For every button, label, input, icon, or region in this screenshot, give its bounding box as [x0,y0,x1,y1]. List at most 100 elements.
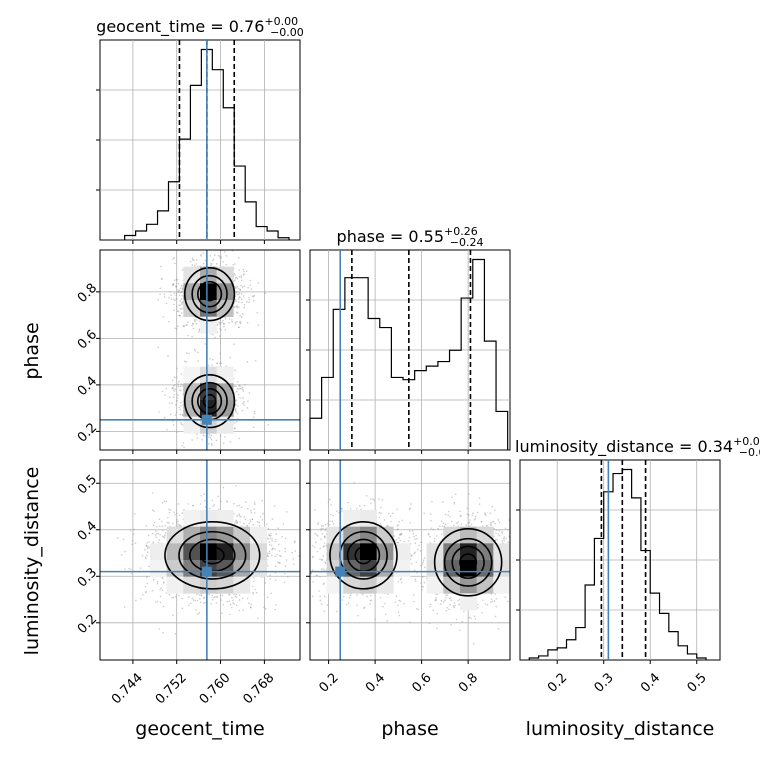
density-phase-vs-geocent-time-sample [217,254,220,257]
density-phase-vs-geocent-time-sample [240,298,243,301]
density-phase-vs-geocent-time-sample [218,256,221,258]
density-luminosity-distance-vs-geocent-time-sample [274,579,277,581]
density-luminosity-distance-vs-geocent-time-contour-1-0 [178,530,247,580]
density-phase-vs-geocent-time-sample [198,328,201,330]
density-phase-vs-geocent-time-sample [216,362,218,365]
density-luminosity-distance-vs-geocent-time-sample [177,520,179,523]
density-phase-vs-geocent-time-sample [174,327,176,330]
density-luminosity-distance-vs-geocent-time-sample [146,547,149,550]
density-phase-vs-geocent-time-sample [238,269,240,272]
density-phase-vs-geocent-time-sample [179,287,182,290]
density-phase-vs-geocent-time-panel: 0.20.40.60.8 [75,249,301,454]
density-luminosity-distance-vs-phase-sample [316,550,319,553]
density-luminosity-distance-vs-geocent-time-sample [268,541,271,544]
density-luminosity-distance-vs-geocent-time-sample [116,537,119,539]
density-phase-vs-geocent-time-sample [237,405,239,407]
density-luminosity-distance-vs-geocent-time-sample [222,486,225,489]
density-luminosity-distance-vs-geocent-time-sample [271,547,274,550]
density-luminosity-distance-vs-phase-sample [513,556,515,558]
density-phase-vs-geocent-time-sample [175,294,177,296]
density-phase-vs-geocent-time-sample [234,421,236,424]
density-luminosity-distance-vs-geocent-time-sample [277,561,279,564]
density-phase-vs-geocent-time-ytick-label-3: 0.8 [75,281,100,306]
density-luminosity-distance-vs-phase-sample [445,609,448,612]
density-phase-vs-geocent-time-sample [169,290,171,293]
density-phase-vs-geocent-time-sample [171,420,174,422]
density-luminosity-distance-vs-geocent-time-sample [277,527,280,530]
density-luminosity-distance-vs-geocent-time-sample [269,537,272,540]
hist-geocent-time-panel: geocent_time = 0.76+0.00 −0.00 [96,15,304,244]
density-phase-vs-geocent-time-sample [236,307,239,309]
density-luminosity-distance-vs-phase-sample [478,497,481,499]
density-luminosity-distance-vs-geocent-time-sample [135,599,137,602]
density-luminosity-distance-vs-geocent-time-sample [122,538,125,541]
density-luminosity-distance-vs-geocent-time-sample [232,601,235,604]
density-luminosity-distance-vs-phase-sample [435,593,437,596]
density-phase-vs-geocent-time-sample [195,263,198,265]
density-phase-vs-geocent-time-sample [208,434,211,436]
density-phase-vs-geocent-time-sample [246,322,249,324]
density-luminosity-distance-vs-phase-sample [413,552,416,555]
density-luminosity-distance-vs-geocent-time-sample [146,582,149,585]
density-luminosity-distance-vs-geocent-time-sample [176,525,179,528]
density-phase-vs-geocent-time-sample [209,255,212,257]
density-luminosity-distance-vs-geocent-time-sample [212,596,215,599]
density-luminosity-distance-vs-geocent-time-sample [192,599,195,601]
density-luminosity-distance-vs-geocent-time-sample [159,595,162,598]
density-luminosity-distance-vs-geocent-time-sample [159,601,162,604]
density-luminosity-distance-vs-geocent-time-sample [247,507,249,510]
density-phase-vs-geocent-time-sample [179,385,182,388]
density-luminosity-distance-vs-geocent-time-sample [174,632,177,635]
density-luminosity-distance-vs-geocent-time-sample [204,499,206,502]
density-luminosity-distance-vs-geocent-time-sample [158,628,161,630]
density-phase-vs-geocent-time-sample [210,443,213,445]
density-luminosity-distance-vs-geocent-time-sample [146,576,148,578]
density-luminosity-distance-vs-geocent-time-sample [144,556,147,559]
density-phase-vs-geocent-time-contour-2-1 [197,387,223,415]
density-phase-vs-geocent-time-sample [188,352,190,355]
density-luminosity-distance-vs-geocent-time-density-cell [150,560,167,577]
density-phase-vs-geocent-time-sample [193,348,196,351]
density-phase-vs-geocent-time-sample [246,361,249,363]
density-phase-vs-geocent-time-sample [180,312,183,314]
density-luminosity-distance-vs-geocent-time-sample [271,549,273,551]
density-luminosity-distance-vs-geocent-time-sample [253,512,256,514]
density-luminosity-distance-vs-geocent-time-sample [301,556,303,558]
density-luminosity-distance-vs-geocent-time-sample [252,592,254,595]
density-luminosity-distance-vs-geocent-time-sample [246,524,248,527]
density-phase-vs-geocent-time-sample [171,402,174,405]
density-phase-vs-geocent-time-sample [175,298,178,300]
density-luminosity-distance-vs-geocent-time-xtick-label-1: 0.752 [153,670,190,707]
density-phase-vs-geocent-time-sample [172,284,175,287]
density-phase-vs-geocent-time-sample [235,287,237,289]
density-phase-vs-geocent-time-sample [176,306,178,308]
density-phase-vs-geocent-time-sample [194,319,196,321]
density-luminosity-distance-vs-phase-sample [408,530,411,532]
density-phase-vs-geocent-time-sample [239,314,241,317]
density-luminosity-distance-vs-geocent-time-sample [176,512,178,515]
density-phase-vs-geocent-time-sample [238,287,240,290]
density-luminosity-distance-vs-geocent-time-sample [189,602,192,605]
density-luminosity-distance-vs-geocent-time-sample [146,551,149,553]
density-luminosity-distance-vs-geocent-time-sample [178,594,180,597]
density-phase-vs-geocent-time-sample [211,259,214,262]
density-phase-vs-geocent-time-sample [242,402,244,405]
density-luminosity-distance-vs-geocent-time-sample [255,591,258,594]
density-phase-vs-geocent-time-sample [236,388,239,390]
density-phase-vs-geocent-time-sample [175,292,178,294]
density-phase-vs-geocent-time-sample [219,434,222,437]
title-luminosity-distance-prefix: luminosity_distance = 0.34 [515,437,733,457]
density-luminosity-distance-vs-geocent-time-sample [253,508,256,510]
density-phase-vs-geocent-time-sample [186,352,188,354]
density-phase-vs-geocent-time-sample [219,352,221,355]
density-phase-vs-geocent-time-sample [177,289,179,291]
density-luminosity-distance-vs-geocent-time-sample [161,577,164,579]
density-luminosity-distance-vs-geocent-time-sample [181,607,184,610]
density-luminosity-distance-vs-geocent-time-ytick-label-0: 0.2 [75,612,100,637]
density-luminosity-distance-vs-geocent-time-sample [274,540,276,543]
density-luminosity-distance-vs-geocent-time-sample [98,566,100,568]
density-phase-vs-geocent-time-sample [170,298,173,301]
density-luminosity-distance-vs-geocent-time-sample [236,515,239,517]
